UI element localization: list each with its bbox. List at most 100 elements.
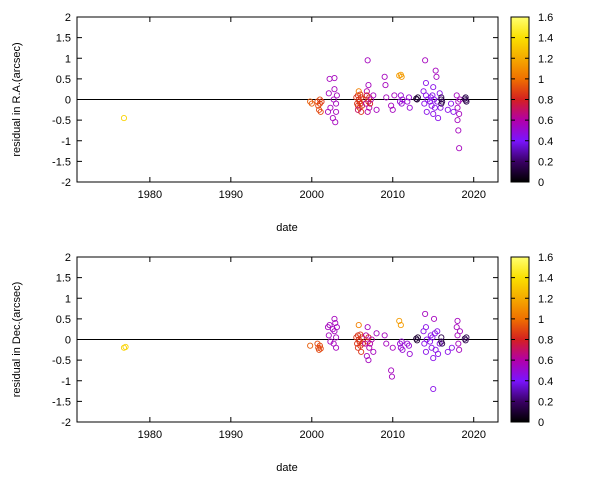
data-point: [462, 94, 469, 101]
data-point: [453, 92, 460, 99]
data-point: [398, 338, 405, 345]
data-point: [358, 108, 365, 115]
data-point: [463, 334, 470, 341]
data-point: [439, 98, 446, 105]
data-point: [454, 104, 461, 111]
data-point: [333, 92, 340, 99]
y-tick-label: -1.5: [52, 396, 71, 408]
data-point: [444, 348, 451, 355]
data-point: [364, 57, 371, 64]
data-point: [316, 342, 323, 349]
data-point: [383, 340, 390, 347]
data-point: [391, 92, 398, 99]
data-point: [331, 75, 338, 82]
data-point: [422, 348, 429, 355]
data-point: [317, 108, 324, 115]
colorbar-tick-label: 0.8: [538, 95, 553, 107]
data-point: [462, 97, 469, 104]
data-point: [423, 108, 430, 115]
data-point: [456, 328, 463, 335]
data-point: [333, 108, 340, 115]
data-point: [422, 57, 429, 64]
data-point: [444, 106, 451, 113]
data-point: [454, 317, 461, 324]
data-point: [398, 100, 405, 107]
data-point: [422, 79, 429, 87]
colorbar-tick-label: 0.6: [538, 355, 553, 367]
data-point: [327, 104, 334, 111]
data-point: [331, 315, 338, 322]
data-point: [122, 343, 129, 350]
data-point: [434, 328, 441, 335]
data-point: [331, 86, 338, 93]
data-point: [327, 338, 334, 345]
data-point: [413, 95, 420, 102]
data-point: [405, 94, 412, 101]
data-point: [325, 90, 332, 97]
colorbar-tick-label: 0.4: [538, 376, 553, 388]
data-point: [308, 100, 315, 107]
data-point: [316, 346, 323, 353]
colorbar-tick-label: 1.6: [538, 252, 553, 264]
data-point: [388, 367, 395, 374]
y-tick-label: 1.5: [56, 33, 71, 45]
x-tick-label: 2010: [381, 189, 405, 201]
data-point: [422, 92, 429, 99]
data-point: [448, 344, 455, 351]
data-point: [398, 73, 405, 80]
colorbar-tick-label: 0.4: [538, 136, 553, 148]
y-tick-label: -1: [61, 136, 71, 148]
y-tick-label: 0.5: [56, 74, 71, 86]
dec-y-axis: -2 -1.5 -1 -0.5 0 0.5 1 1.5 2: [52, 252, 498, 429]
dec-colorbar: 0 0.2 0.4 0.6 0.8 1 1.2 1.4 1.6: [510, 252, 553, 429]
data-point: [396, 317, 403, 324]
data-point: [363, 88, 370, 95]
dec-y-axis-title: residual in Dec.(arcsec): [11, 282, 23, 398]
data-point: [435, 350, 442, 357]
data-point: [430, 96, 438, 103]
colorbar-tick-label: 1.6: [538, 12, 553, 24]
data-point: [456, 110, 463, 117]
y-tick-label: 2: [65, 252, 71, 264]
data-point: [389, 106, 396, 113]
ra-y-axis-title: residual in R.A.(arcsec): [11, 42, 23, 156]
data-point: [332, 119, 339, 126]
data-point: [431, 104, 438, 111]
ra-colorbar: 0 0.2 0.4 0.6 0.8 1 1.2 1.4 1.6: [510, 12, 553, 189]
data-point: [438, 94, 445, 101]
y-tick-label: 1: [65, 293, 71, 305]
ra-data-points: [120, 57, 470, 152]
y-tick-label: -1: [61, 376, 71, 388]
data-point: [397, 92, 404, 99]
x-tick-label: 2020: [461, 189, 485, 201]
data-point: [332, 319, 339, 327]
data-point: [389, 344, 396, 351]
colorbar-tick-label: 1.2: [538, 53, 553, 65]
data-point: [399, 96, 406, 103]
data-point: [307, 342, 314, 349]
colorbar-tick-label: 0.6: [538, 115, 553, 127]
data-point: [429, 92, 436, 99]
y-tick-label: -0.5: [52, 115, 71, 127]
colorbar-tick-label: 1.4: [538, 33, 553, 45]
y-tick-label: 1.5: [56, 273, 71, 285]
data-point: [370, 348, 377, 355]
data-point: [355, 88, 362, 95]
data-point: [456, 346, 463, 353]
data-point: [404, 98, 411, 105]
y-tick-label: -1.5: [52, 156, 71, 168]
data-point: [432, 67, 439, 74]
data-point: [357, 91, 364, 98]
data-point: [414, 334, 421, 341]
x-tick-label: 1990: [219, 429, 243, 441]
colorbar-tick-label: 1.4: [538, 273, 553, 285]
data-point: [455, 340, 462, 347]
y-tick-label: -0.5: [52, 355, 71, 367]
data-point: [373, 106, 380, 113]
data-point: [430, 385, 437, 393]
data-point: [359, 96, 366, 103]
data-point: [364, 324, 371, 331]
colorbar-tick-label: 1: [538, 74, 544, 86]
dec-residual-panel: -2 -1.5 -1 -0.5 0 0.5 1 1.5 2 1980 1990 2000 2010 20…: [11, 252, 553, 474]
